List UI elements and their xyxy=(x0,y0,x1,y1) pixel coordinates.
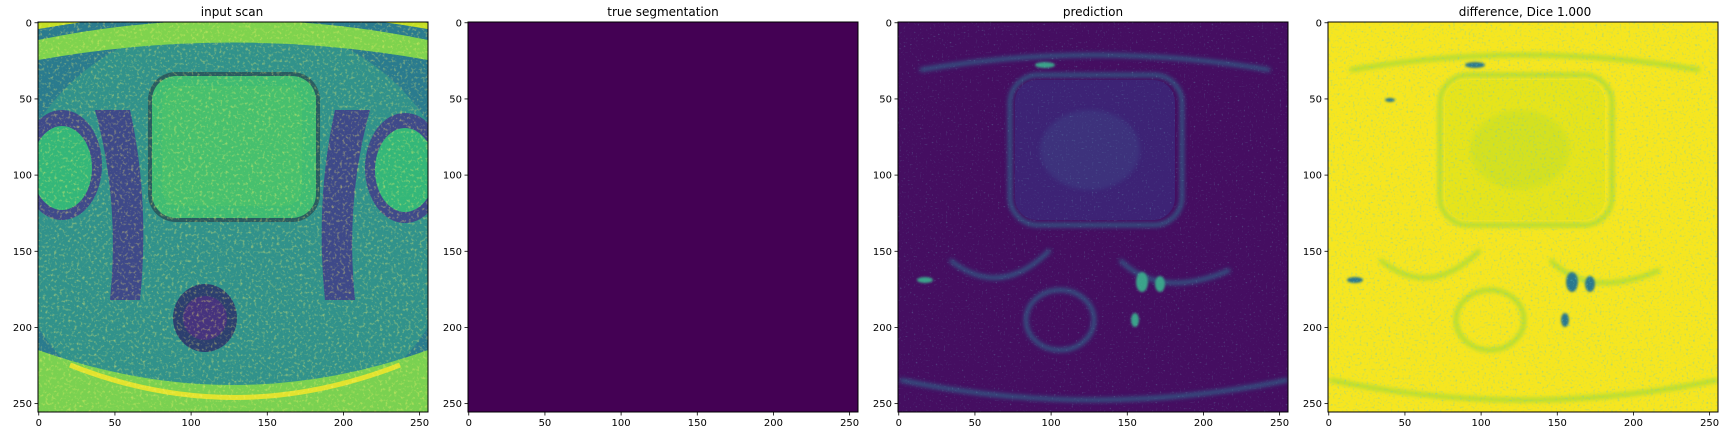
x-tick-label: 50 xyxy=(539,418,552,429)
x-tick-label: 150 xyxy=(688,418,707,429)
x-tick-label: 250 xyxy=(1700,418,1719,429)
axes-layer: 0 50 100 150 200 250 0 50 100 150 200 250 0 50 100 150 2… xyxy=(13,18,1719,429)
x-tick-label: 0 xyxy=(1326,418,1332,429)
panel-difference: difference, Dice 1.000 xyxy=(1327,5,1719,413)
heatmap-image xyxy=(467,21,859,413)
x-tick-label: 100 xyxy=(1042,418,1061,429)
x-tick-label: 0 xyxy=(466,418,472,429)
y-tick-label: 150 xyxy=(13,247,32,258)
x-tick-label: 200 xyxy=(1624,418,1643,429)
y-tick-label: 100 xyxy=(443,171,462,182)
x-tick-label: 250 xyxy=(840,418,859,429)
y-tick-label: 0 xyxy=(1316,18,1322,29)
panel-title: difference, Dice 1.000 xyxy=(1459,5,1592,19)
y-tick-label: 250 xyxy=(443,399,462,410)
x-tick-label: 0 xyxy=(896,418,902,429)
panel-true-segmentation: true segmentation xyxy=(467,5,859,413)
y-tick-label: 50 xyxy=(879,94,892,105)
x-tick-label: 250 xyxy=(410,418,429,429)
x-tick-label: 0 xyxy=(36,418,42,429)
axes-panel-1: 0 50 100 150 200 250 0 50 100 150 200 250 xyxy=(13,18,429,429)
heatmap-image xyxy=(1327,21,1719,413)
y-tick-label: 250 xyxy=(873,399,892,410)
y-tick-label: 0 xyxy=(456,18,462,29)
y-tick-label: 50 xyxy=(19,94,32,105)
axes-panel-2: 0 50 100 150 200 250 0 50 100 150 200 250 xyxy=(443,18,859,429)
y-tick-label: 250 xyxy=(1303,399,1322,410)
x-tick-label: 200 xyxy=(334,418,353,429)
x-tick-label: 150 xyxy=(1118,418,1137,429)
heatmap-image xyxy=(897,21,1289,413)
y-tick-label: 0 xyxy=(886,18,892,29)
y-tick-label: 50 xyxy=(449,94,462,105)
y-tick-label: 0 xyxy=(26,18,32,29)
x-tick-label: 100 xyxy=(1472,418,1491,429)
x-tick-label: 100 xyxy=(612,418,631,429)
y-tick-label: 200 xyxy=(443,323,462,334)
x-tick-label: 50 xyxy=(1399,418,1412,429)
y-tick-label: 200 xyxy=(13,323,32,334)
x-tick-label: 150 xyxy=(258,418,277,429)
x-tick-label: 250 xyxy=(1270,418,1289,429)
y-tick-label: 200 xyxy=(873,323,892,334)
panel-prediction: prediction xyxy=(897,5,1289,413)
x-tick-label: 200 xyxy=(764,418,783,429)
x-tick-label: 50 xyxy=(969,418,982,429)
axes-panel-3: 0 50 100 150 200 250 0 50 100 150 200 250 xyxy=(873,18,1289,429)
y-tick-label: 50 xyxy=(1309,94,1322,105)
panel-input-scan: input scan xyxy=(37,5,429,413)
x-tick-label: 100 xyxy=(182,418,201,429)
y-tick-label: 200 xyxy=(1303,323,1322,334)
axes-panel-4: 0 50 100 150 200 250 0 50 100 150 200 250 xyxy=(1303,18,1719,429)
x-tick-label: 200 xyxy=(1194,418,1213,429)
y-tick-label: 150 xyxy=(1303,247,1322,258)
panel-title: input scan xyxy=(201,5,264,19)
x-tick-label: 150 xyxy=(1548,418,1567,429)
y-tick-label: 100 xyxy=(13,171,32,182)
y-tick-label: 150 xyxy=(873,247,892,258)
panel-title: prediction xyxy=(1063,5,1123,19)
y-tick-label: 150 xyxy=(443,247,462,258)
y-tick-label: 100 xyxy=(873,171,892,182)
y-tick-label: 250 xyxy=(13,399,32,410)
x-tick-label: 50 xyxy=(109,418,122,429)
panel-title: true segmentation xyxy=(607,5,718,19)
y-tick-label: 100 xyxy=(1303,171,1322,182)
heatmap-image xyxy=(37,21,429,413)
